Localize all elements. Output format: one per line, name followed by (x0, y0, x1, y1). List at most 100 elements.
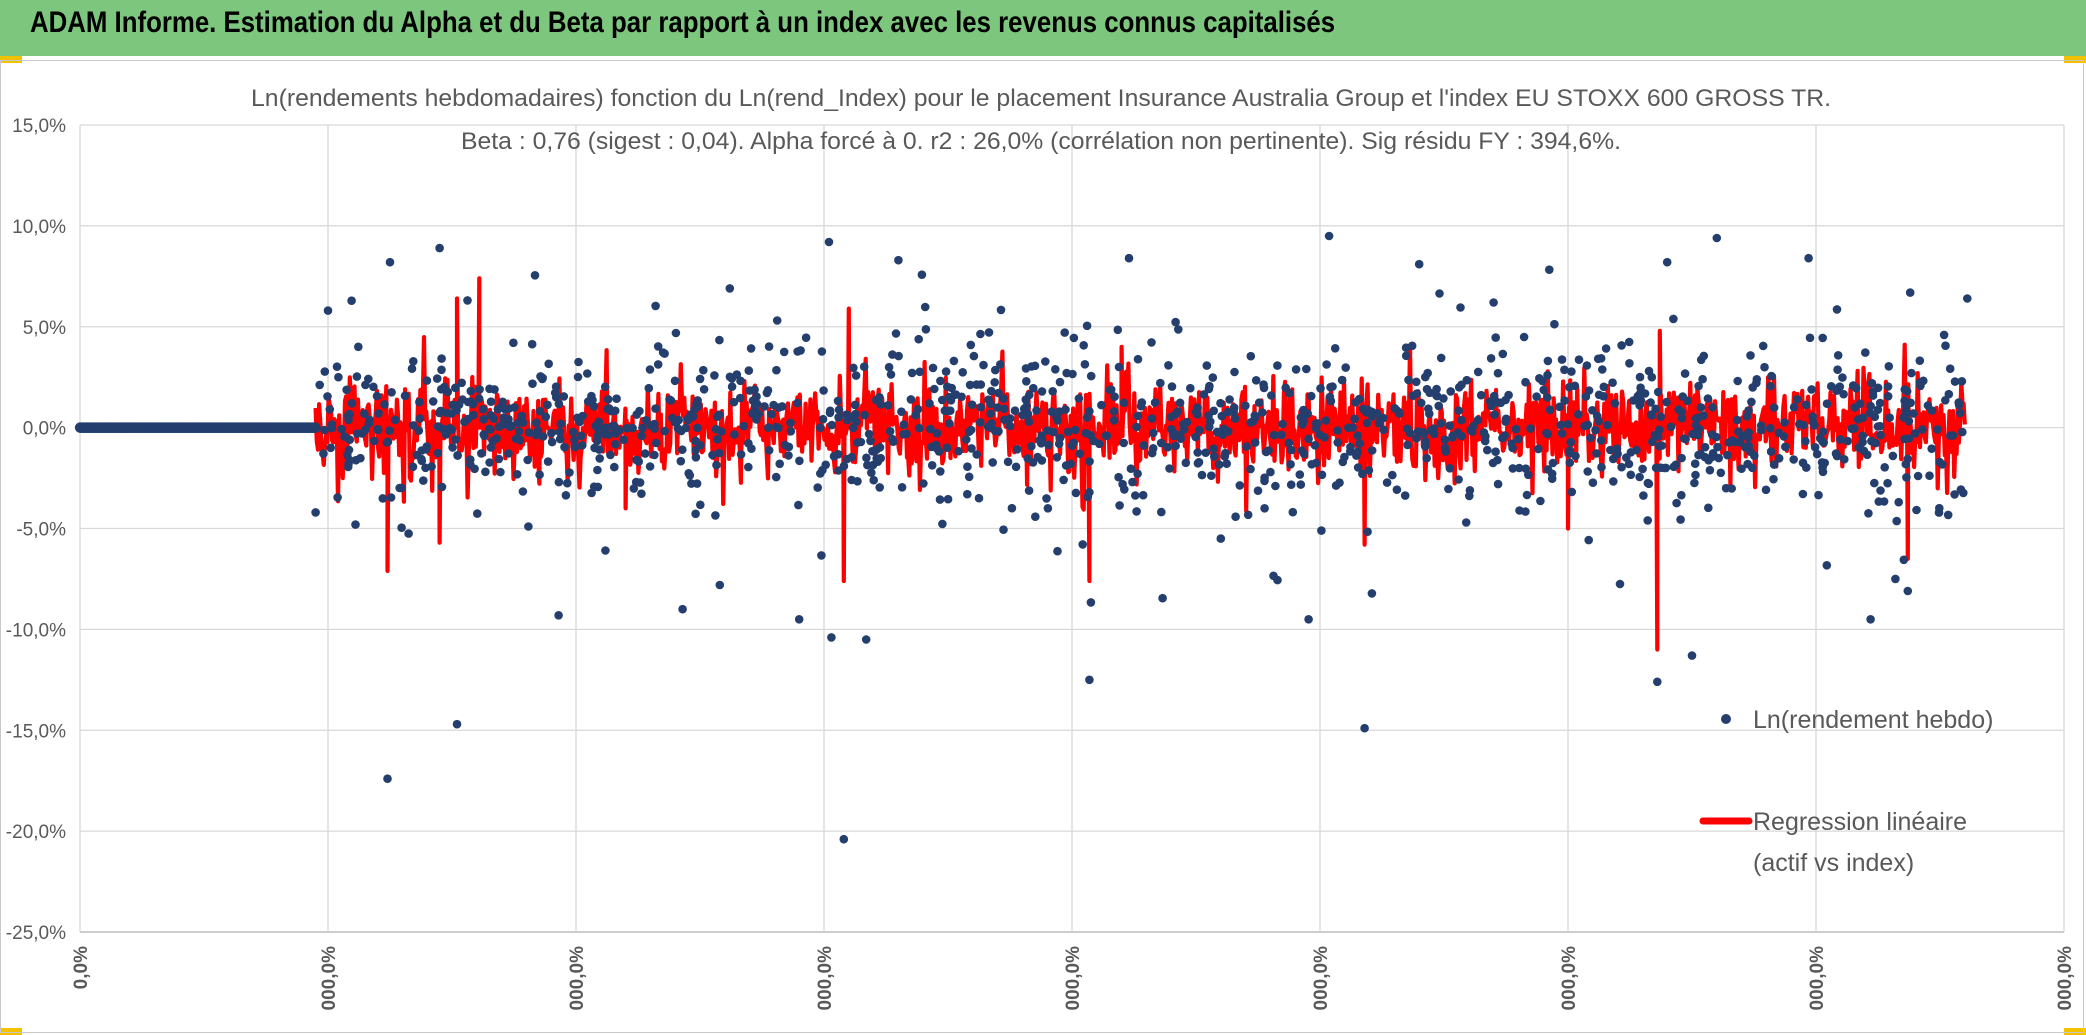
scatter-point (1831, 449, 1841, 458)
scatter-point (1626, 470, 1636, 480)
scatter-point (1680, 369, 1690, 378)
scatter-point (441, 430, 451, 439)
scatter-point (1306, 391, 1316, 401)
scatter-point (1147, 414, 1157, 423)
scatter-point (713, 435, 722, 444)
scatter-point (1063, 427, 1073, 437)
scatter-point (1412, 434, 1421, 443)
scatter-point (1723, 450, 1732, 460)
scatter-point (494, 422, 504, 432)
legend-label-regression: Regression linéaire (actif vs index) (1753, 808, 1967, 877)
scatter-point (853, 438, 862, 447)
scatter-point (638, 423, 647, 433)
scatter-point (1037, 435, 1047, 445)
scatter-point (1557, 355, 1567, 364)
legend-label-regression-line1: Regression linéaire (1753, 808, 1967, 836)
x-tick-label: 000,0% (1559, 946, 1580, 1011)
scatter-point (1550, 319, 1559, 329)
scatter-point (816, 469, 825, 478)
scatter-point (866, 436, 875, 446)
scatter-point (1367, 589, 1377, 598)
scatter-point (695, 374, 705, 384)
scatter-point (494, 454, 504, 464)
scatter-point (417, 454, 426, 464)
scatter-point (1216, 398, 1225, 408)
scatter-point (1288, 507, 1298, 517)
x-tick-label: 000,0% (319, 946, 340, 1011)
scatter-point (1935, 503, 1944, 513)
scatter-point (1613, 449, 1622, 459)
scatter-point (1635, 472, 1644, 482)
scatter-point (1543, 356, 1553, 366)
scatter-point (1113, 325, 1123, 335)
scatter-point (1030, 361, 1040, 371)
scatter-point (1599, 382, 1609, 392)
scatter-point (612, 394, 621, 404)
scatter-point-outlier (725, 284, 735, 293)
scatter-point (736, 376, 745, 386)
scatter-point (1760, 362, 1769, 372)
scatter-point (1950, 377, 1960, 386)
scatter-point (528, 379, 537, 389)
scatter-point (415, 397, 424, 407)
scatter-point (875, 443, 885, 452)
scatter-point (1832, 305, 1842, 314)
scatter-point (1839, 389, 1848, 399)
scatter-point (1626, 448, 1636, 457)
scatter-point (518, 487, 528, 496)
scatter-point (1880, 463, 1889, 472)
scatter-point (650, 450, 659, 460)
scatter-point (1662, 397, 1671, 407)
scatter-point (946, 406, 955, 416)
scatter-point (1810, 443, 1820, 452)
scatter-point (1656, 412, 1665, 422)
scatter-point (374, 409, 383, 418)
scatter-point (1007, 503, 1017, 513)
scatter-point (1570, 381, 1580, 391)
scatter-point (670, 376, 680, 386)
scatter-point (1565, 458, 1575, 468)
scatter-point (1388, 470, 1397, 480)
scatter-point (1222, 459, 1231, 469)
scatter-point (1295, 470, 1305, 479)
scatter-point (875, 483, 884, 492)
scatter-point (1457, 380, 1466, 390)
scatter-point (555, 434, 565, 444)
scatter-point (1944, 389, 1954, 399)
scatter-point (645, 365, 655, 374)
scatter-point (589, 402, 599, 411)
scatter-point (1748, 383, 1757, 392)
scatter-point (354, 342, 363, 352)
scatter-point (976, 380, 986, 389)
scatter-point (1756, 421, 1766, 430)
scatter-point (1666, 422, 1676, 432)
scatter-point (717, 427, 726, 436)
scatter-point (1865, 408, 1875, 418)
scatter-point (1493, 398, 1503, 407)
scatter-point (611, 406, 620, 416)
scatter-point (999, 404, 1009, 414)
scatter-point (489, 414, 499, 424)
scatter-point (1080, 360, 1090, 369)
scatter-point (1610, 399, 1620, 408)
y-tick-label: -5,0% (16, 520, 66, 541)
regression-line (313, 276, 1967, 652)
scatter-point (714, 448, 724, 458)
scatter-point (1833, 365, 1842, 375)
scatter-point (1582, 361, 1592, 370)
scatter-point (1330, 344, 1340, 353)
scatter-point (1655, 425, 1664, 435)
scatter-point (1230, 367, 1239, 377)
scatter-point (595, 454, 604, 463)
scatter-point (1677, 453, 1686, 463)
scatter-point (760, 402, 769, 411)
scatter-point (1693, 424, 1702, 434)
scatter-point (1543, 429, 1552, 439)
scatter-point (967, 444, 976, 453)
scatter-point (691, 445, 700, 455)
scatter-point (407, 364, 417, 374)
scatter-point (1114, 362, 1124, 372)
scatter-point (440, 382, 449, 392)
scatter-point (1808, 412, 1817, 421)
scatter-point (772, 365, 781, 375)
